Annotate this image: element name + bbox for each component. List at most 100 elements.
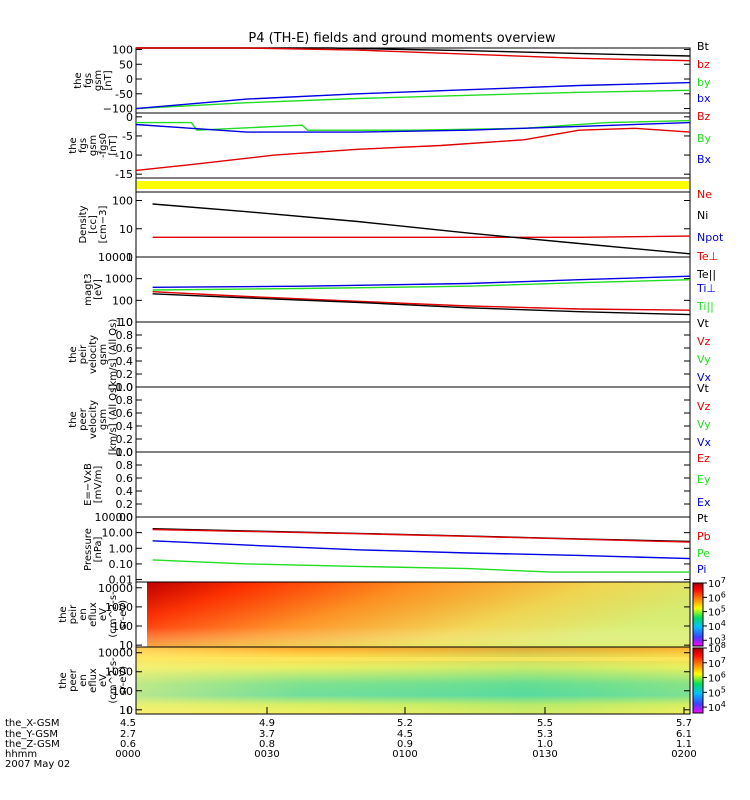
y-axis-label-line: en: [78, 608, 89, 621]
y-tick-label: 0.01: [109, 574, 134, 587]
panel-frame: [135, 386, 691, 453]
y-axis-label-line: Pressure: [83, 528, 94, 571]
y-tick-label: -15: [115, 168, 133, 181]
x-tick-label: 4.5: [120, 718, 136, 729]
y-tick-label: 10: [119, 704, 133, 717]
y-tick-label: 10: [119, 223, 133, 236]
colorbar-label: 107: [708, 576, 726, 590]
y-axis-label-line: peer: [78, 407, 89, 431]
panel-1: 100 50 0 -50 −100 Bt bz by bx the fgs gsm [nT]: [73, 40, 711, 116]
status-bar: [136, 181, 690, 189]
series-line-te: [152, 293, 691, 316]
y-axis-label-line: [eV]: [93, 279, 104, 300]
y-axis-label-line: [mV/m]: [93, 466, 104, 504]
series-line-bx: [135, 81, 691, 110]
series-line-ti: [152, 275, 691, 288]
y-tick-label: 100: [112, 294, 133, 307]
y-axis-label-line: sr-eV): [118, 600, 129, 629]
y-tick-label: -5: [122, 130, 133, 143]
x-row-label: the_Y-GSM: [5, 729, 58, 740]
colorbar-label: 107: [708, 656, 726, 670]
y-axis-label-line: the: [68, 346, 79, 362]
y-tick-label: 10: [119, 639, 133, 652]
legend-ey: Ey: [697, 473, 711, 486]
panel-5: 10000 1000 100 10 Te⊥ Te||Ti⊥ Ti|| magt3 [eV]: [83, 250, 718, 329]
y-tick-label: 100: [112, 195, 133, 208]
series-line-ni: [152, 203, 691, 255]
y-tick-label: 0.2: [116, 368, 134, 381]
x-tick-label: 1.1: [676, 739, 692, 750]
y-axis-label-line: (cm^2-s-: [108, 657, 119, 704]
spectrogram-band: [136, 657, 690, 661]
y-tick-label: 0.4: [116, 355, 134, 368]
panel-9: 100.00 10.00 1.00 0.10 0.01 Pt Pb Pe Pi Pressure[…: [83, 511, 711, 587]
x-date: 2007 May 02: [5, 759, 70, 770]
colorbar-label: 106: [708, 671, 726, 685]
y-axis-label-line: velocity: [88, 335, 99, 374]
y-tick-label: 0.10: [109, 558, 134, 571]
y-tick-label: 0.6: [116, 342, 134, 355]
y-tick-label: 0: [126, 111, 133, 124]
y-tick-label: 0.4: [116, 420, 134, 433]
y-axis-label: magt3 [eV]: [83, 273, 104, 306]
y-axis-label: the peir velocity gsm [km/s] (All Qs): [68, 319, 119, 391]
colorbar: [692, 582, 704, 647]
series-line-by: [136, 119, 691, 131]
y-tick-label: 100: [112, 685, 133, 698]
legend-vx: Vx: [697, 436, 712, 449]
legend-bt: Bt: [697, 40, 710, 53]
y-axis-label-line: [km/s] (All Qs): [108, 319, 119, 391]
series-line-by: [135, 89, 691, 110]
y-axis-label-line: eV: [98, 608, 109, 621]
panel-frame: [135, 47, 691, 114]
x-tick-label: 0130: [532, 749, 557, 760]
y-axis-label-line: the: [58, 606, 69, 622]
legend-ti: Ti||: [696, 300, 714, 313]
x-axis-annotations: the_X-GSM 4.5 4.9 5.2 5.5 5.7 the_Y-GSM 2.7 3.7 4…: [5, 707, 697, 770]
y-tick-label: 10000: [98, 582, 133, 595]
legend-bx: Bx: [697, 153, 712, 166]
y-axis-label-line: gsm: [98, 344, 109, 365]
colorbar-label: 105: [708, 685, 726, 699]
legend-ex: Ex: [697, 496, 711, 509]
y-axis-label-line: en: [78, 674, 89, 687]
y-tick-label: 0.0: [116, 446, 134, 459]
y-axis-label: the fgs gsm [nT]: [73, 70, 114, 91]
legend-vy: Vy: [697, 353, 711, 366]
y-tick-label: 1000: [105, 666, 133, 679]
y-axis-label-line: Density: [78, 205, 89, 243]
legend-vt: Vt: [697, 382, 710, 395]
y-tick-label: 0.6: [116, 407, 134, 420]
y-axis-label: the peir en eflux eV (cm^2-s-sr-eV): [58, 591, 129, 638]
y-tick-label: 0.0: [116, 381, 134, 394]
legend-te: Te⊥: [696, 250, 718, 263]
y-axis-label: Pressure [nPa]: [83, 528, 104, 571]
y-tick-label: 0.2: [116, 498, 134, 511]
y-tick-label: 0.8: [116, 459, 134, 472]
colorbar: [692, 647, 704, 714]
colorbar-label: 108: [708, 641, 726, 655]
y-tick-label: 10000: [98, 647, 133, 660]
y-tick-label: 1: [126, 251, 133, 264]
legend-vz: Vz: [697, 335, 711, 348]
panel-2: 0 -5 -10 -15 Bz By Bx the fgs gsm -fgs0 [nT]: [68, 110, 712, 181]
y-tick-label: 10.00: [102, 527, 134, 540]
legend-by: by: [697, 76, 711, 89]
y-tick-label: −100: [103, 103, 133, 116]
y-tick-label: 1.00: [109, 542, 134, 555]
x-tick-label: 1.0: [537, 739, 553, 750]
colorbar-label: 104: [708, 619, 726, 633]
y-tick-label: 0.6: [116, 472, 134, 485]
y-tick-label: 10: [119, 316, 133, 329]
y-axis-label-line: the: [68, 137, 79, 153]
y-axis-label-line: sr-eV): [118, 666, 129, 695]
y-axis-label-line: -fgs0: [98, 133, 109, 158]
y-axis-label-line: gsm: [93, 70, 104, 91]
y-tick-label: 1.0: [116, 316, 134, 329]
y-axis-label-line: E=−VxB: [83, 463, 94, 506]
legend-bx: bx: [697, 92, 711, 105]
x-row-label: the_Z-GSM: [5, 739, 60, 750]
series-line-bz: [135, 127, 691, 172]
